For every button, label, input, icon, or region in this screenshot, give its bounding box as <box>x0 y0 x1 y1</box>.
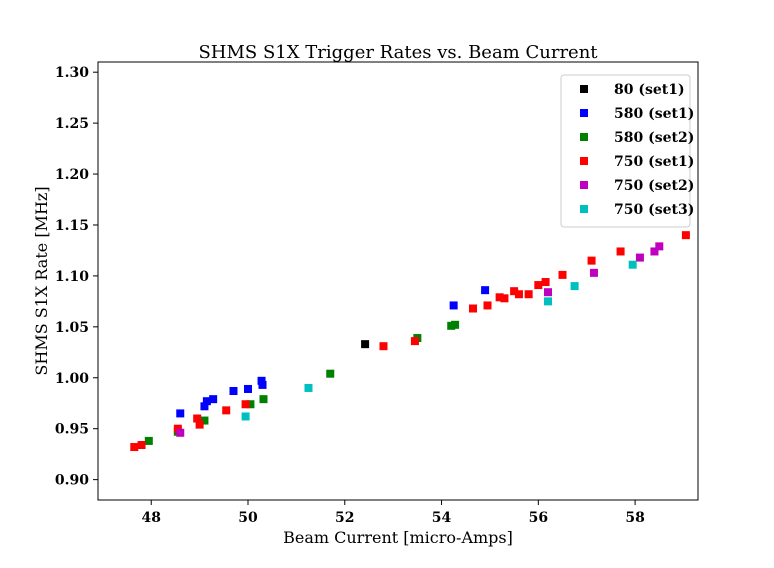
data-point <box>200 402 209 411</box>
data-point <box>195 420 204 429</box>
data-point <box>176 428 185 437</box>
x-tick-label: 56 <box>529 510 548 526</box>
data-point <box>544 297 552 306</box>
data-point <box>655 242 664 251</box>
y-tick-label: 1.10 <box>55 269 89 285</box>
data-point <box>589 268 598 277</box>
y-tick-label: 1.20 <box>55 167 89 183</box>
data-point <box>202 397 211 406</box>
data-point <box>176 409 185 418</box>
y-tick-label: 1.30 <box>55 65 89 81</box>
x-axis-label: Beam Current [micro-Amps] <box>283 528 513 547</box>
legend-marker <box>580 205 588 213</box>
data-point <box>495 293 504 302</box>
data-point <box>379 342 388 351</box>
data-point <box>173 424 182 433</box>
data-point <box>244 384 252 393</box>
data-point <box>259 395 268 404</box>
x-tick-label: 52 <box>335 510 354 526</box>
data-point <box>200 416 209 425</box>
legend-frame <box>560 74 691 228</box>
data-point <box>361 340 370 349</box>
data-point <box>558 270 567 279</box>
data-point <box>616 247 625 256</box>
data-points <box>130 231 690 452</box>
data-point <box>304 383 313 392</box>
x-axis-ticks: 48 50 52 54 56 58 <box>141 500 645 526</box>
legend: 80 (set1) 580 (set1) 580 (set2) 750 (set1) 7… <box>560 74 694 228</box>
y-tick-label: 1.05 <box>55 320 89 336</box>
legend-label: 580 (set2) <box>614 130 694 146</box>
legend-label: 80 (set1) <box>614 82 685 98</box>
y-tick-label: 0.95 <box>55 422 89 438</box>
data-point <box>241 412 250 421</box>
data-point <box>193 414 202 423</box>
data-point <box>241 400 250 409</box>
data-point <box>587 256 596 265</box>
data-point <box>229 387 238 396</box>
data-point <box>534 281 543 290</box>
y-tick-label: 1.15 <box>55 218 89 234</box>
data-point <box>326 369 335 378</box>
data-point <box>258 380 267 389</box>
data-point <box>449 301 458 310</box>
data-point <box>524 290 533 299</box>
data-point <box>570 282 579 291</box>
legend-marker <box>580 109 588 117</box>
legend-label: 750 (set1) <box>614 154 694 170</box>
x-tick-label: 48 <box>141 510 160 526</box>
y-axis-ticks: 0.90 0.95 1.00 1.05 1.10 1.15 1.20 1.25 1.30 <box>55 65 98 489</box>
legend-marker <box>580 157 588 165</box>
data-point <box>681 231 690 240</box>
data-point <box>628 260 637 269</box>
legend-marker <box>580 181 588 189</box>
x-tick-label: 50 <box>238 510 258 526</box>
data-point <box>222 406 231 415</box>
legend-marker <box>580 85 588 93</box>
legend-label: 580 (set1) <box>614 106 694 122</box>
x-tick-label: 58 <box>625 510 644 526</box>
legend-label: 750 (set2) <box>614 178 694 194</box>
data-point <box>635 253 644 262</box>
data-point <box>541 278 550 287</box>
y-tick-label: 1.25 <box>55 116 89 132</box>
data-point <box>130 443 139 452</box>
data-point <box>481 286 490 295</box>
data-point <box>650 247 659 256</box>
data-point <box>544 288 552 297</box>
data-point <box>257 376 266 385</box>
x-tick-label: 54 <box>432 510 452 526</box>
data-point <box>500 294 509 303</box>
data-point <box>209 395 218 404</box>
data-point <box>144 436 153 445</box>
legend-label: 750 (set3) <box>614 202 694 218</box>
data-point <box>246 400 255 409</box>
y-tick-label: 0.90 <box>55 473 89 489</box>
data-point <box>451 320 460 329</box>
y-axis-label: SHMS S1X Rate [MHz] <box>32 186 51 375</box>
data-point <box>514 290 523 299</box>
legend-marker <box>580 133 588 141</box>
chart-title: SHMS S1X Trigger Rates vs. Beam Current <box>198 42 598 63</box>
y-tick-label: 1.00 <box>55 371 89 387</box>
data-point <box>469 304 477 313</box>
data-point <box>137 440 146 449</box>
data-point <box>510 287 519 296</box>
data-point <box>483 301 492 310</box>
data-point <box>410 337 419 346</box>
